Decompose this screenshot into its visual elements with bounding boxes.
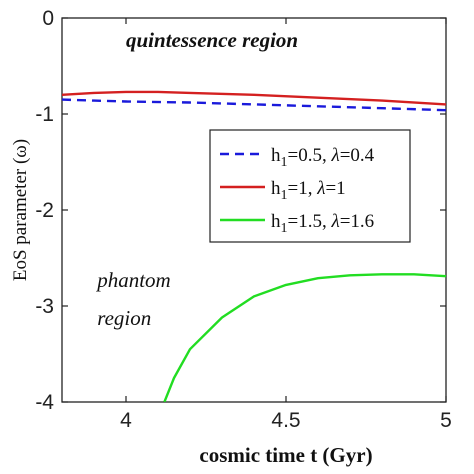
annotations: quintessence region phantom region: [95, 28, 298, 330]
y-tick-label: 0: [42, 7, 54, 30]
annotation-3: region: [97, 306, 151, 330]
series-line-3: [163, 273, 446, 402]
y-tick-label: -2: [35, 199, 54, 222]
y-tick-label: -3: [35, 295, 54, 318]
y-axis-title: EoS parameter (ω): [10, 139, 31, 281]
legend: h1=0.5, λ=0.4 h1=1, λ=1 h1=1.5, λ=1.6: [209, 129, 411, 243]
axis-ticks: 4 4.5 5 0 -1 -2 -3 -4: [35, 7, 452, 432]
y-tick-label: -4: [35, 391, 54, 414]
x-axis-title: cosmic time t (Gyr): [199, 443, 372, 467]
annotation-2: phantom: [95, 268, 171, 292]
series-line-2: [62, 90, 446, 106]
series-line-1: [62, 98, 446, 112]
x-tick-label: 4.5: [271, 409, 300, 432]
legend-label-1: h1=0.5, λ=0.4: [271, 145, 375, 170]
legend-label-2: h1=1, λ=1: [271, 178, 346, 203]
series-layer: [62, 90, 446, 402]
x-tick-label: 5: [440, 409, 452, 432]
legend-label-3: h1=1.5, λ=1.6: [271, 211, 374, 236]
annotation-1: quintessence region: [126, 28, 298, 52]
y-tick-label: -1: [35, 103, 54, 126]
x-tick-label: 4: [120, 409, 132, 432]
